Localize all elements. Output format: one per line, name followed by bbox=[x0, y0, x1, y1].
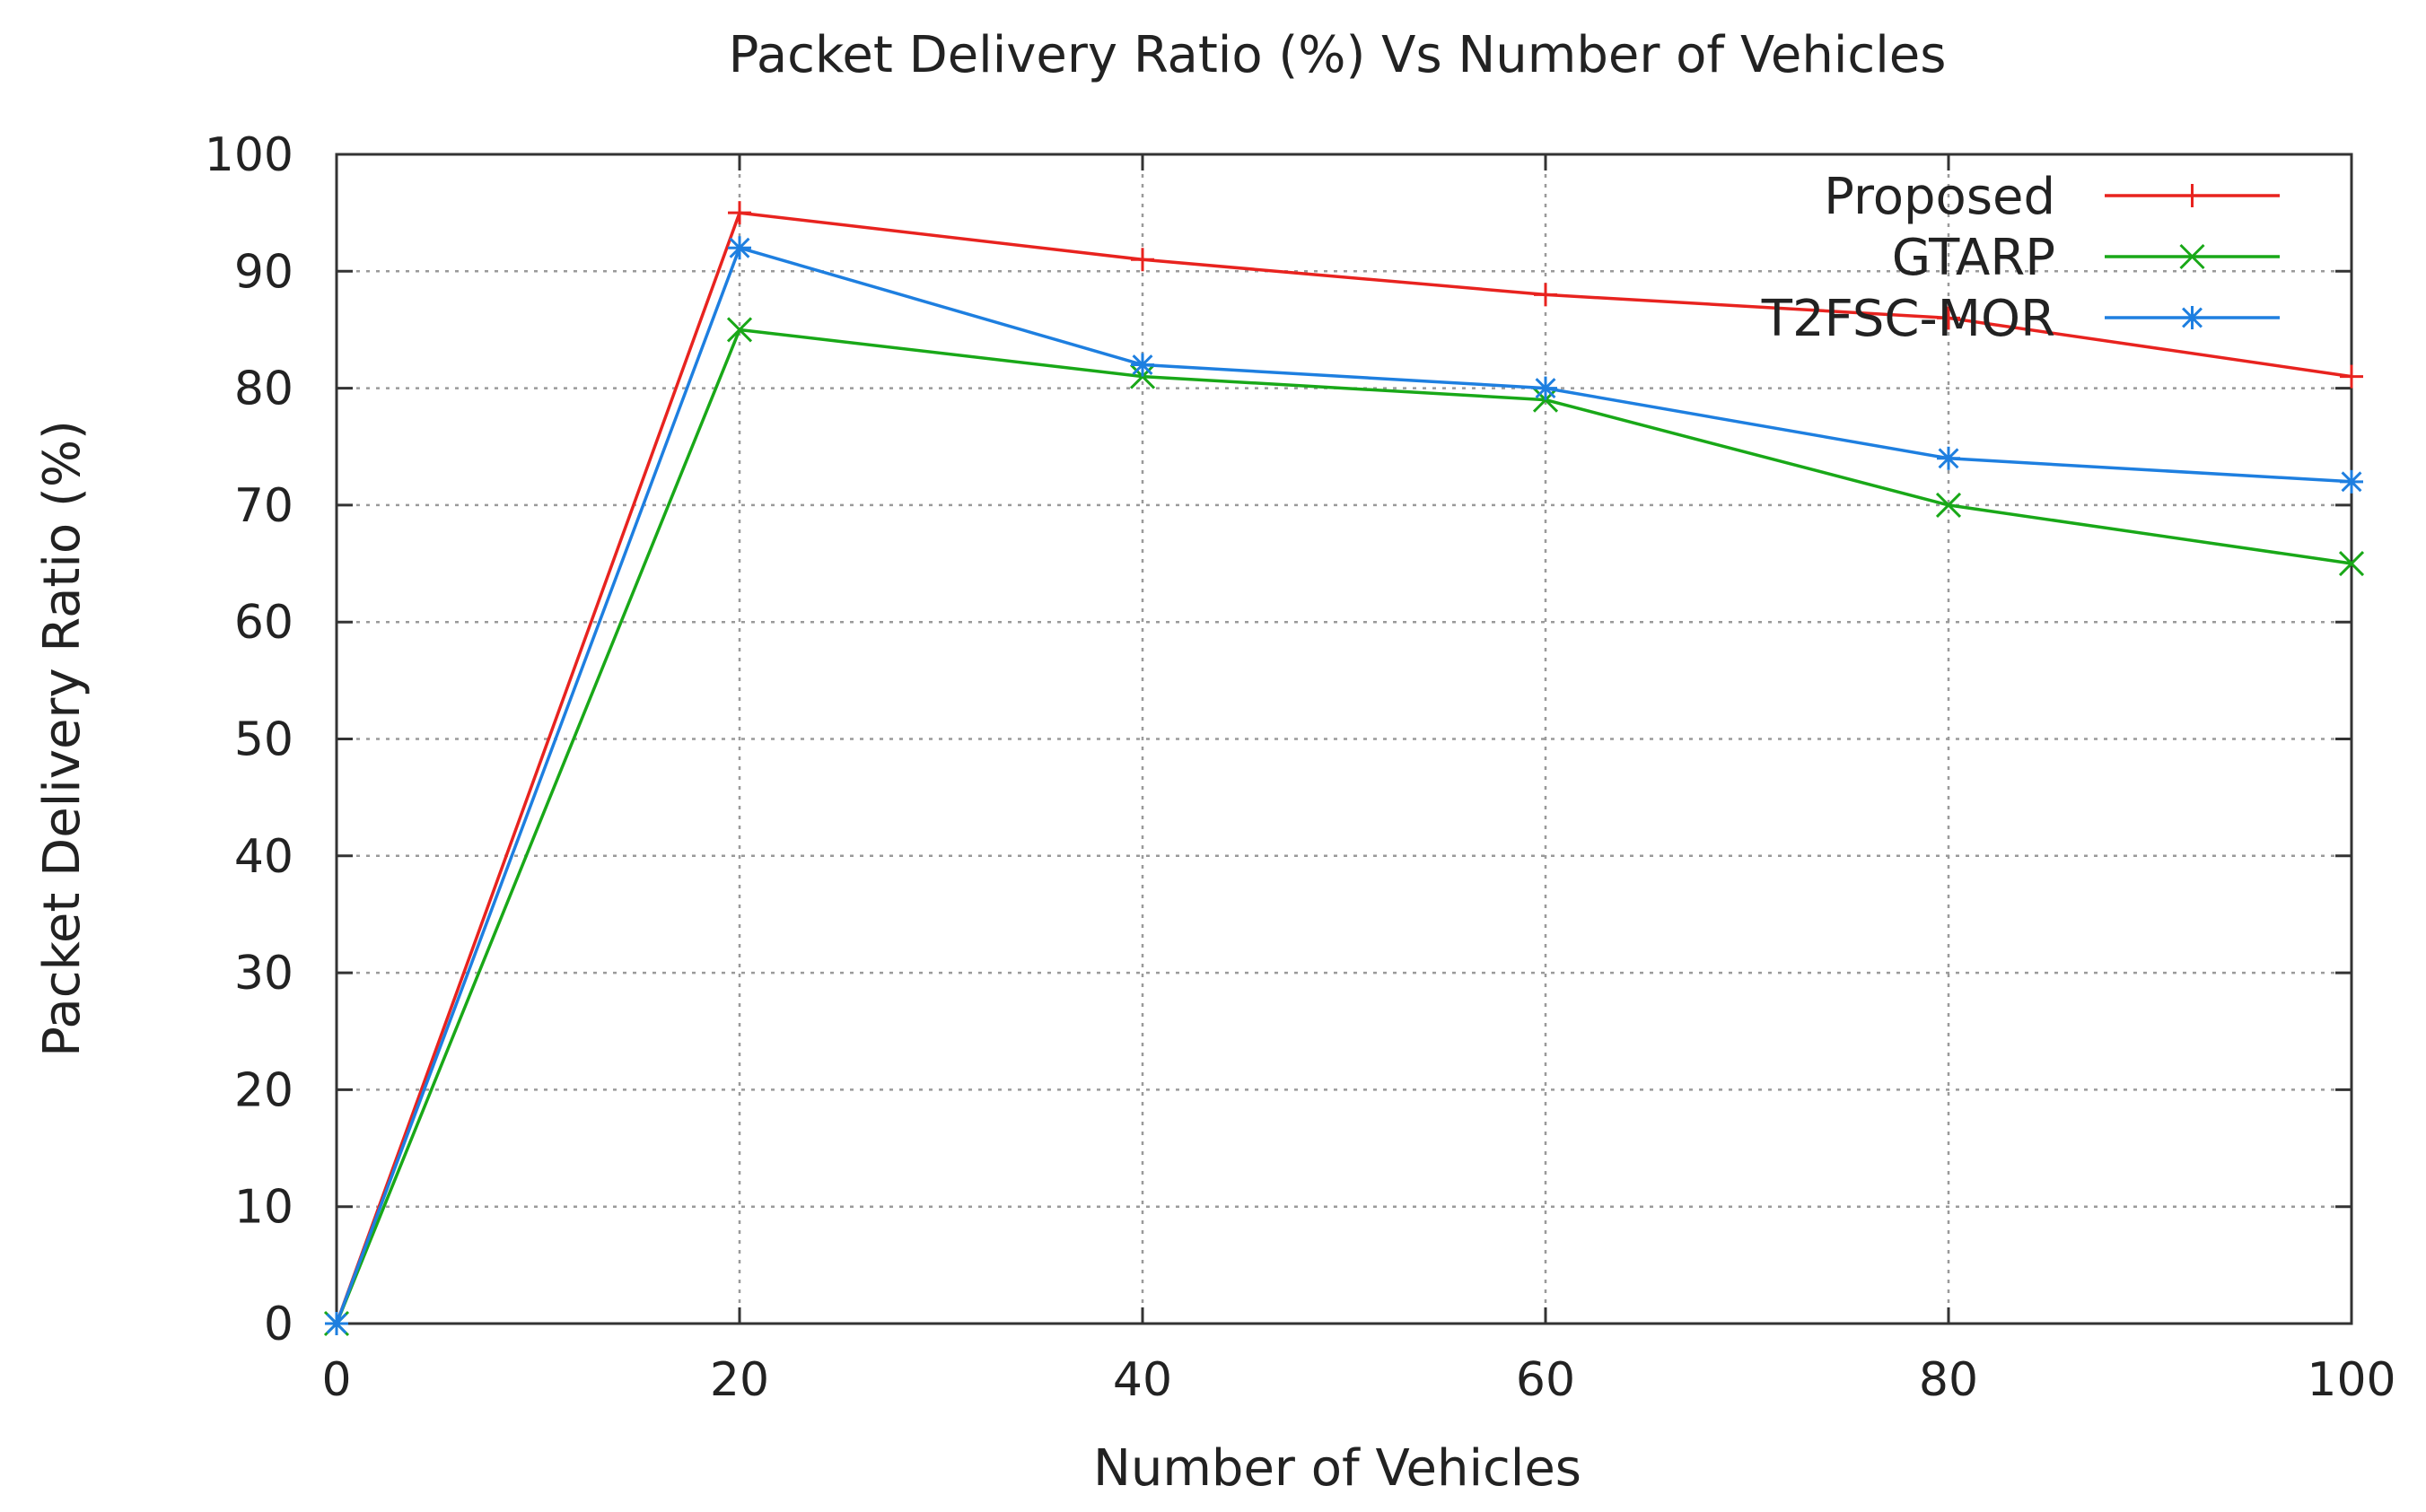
data-point bbox=[2340, 364, 2363, 389]
x-tick-label: 0 bbox=[321, 1353, 351, 1407]
legend-entry: T2FSC-MOR bbox=[1761, 290, 2280, 348]
y-tick-label: 60 bbox=[234, 596, 293, 650]
x-tick-label: 80 bbox=[1919, 1353, 1978, 1407]
x-tick-label: 40 bbox=[1113, 1353, 1172, 1407]
series-t2fsc-mor bbox=[325, 236, 2363, 1335]
series-line bbox=[335, 211, 2352, 1324]
y-axis-label: Packet Delivery Ratio (%) bbox=[33, 420, 92, 1057]
chart-title: Packet Delivery Ratio (%) Vs Number of V… bbox=[729, 26, 1947, 84]
data-point bbox=[1534, 376, 1557, 400]
x-tick-label: 20 bbox=[710, 1353, 769, 1407]
y-tick-label: 80 bbox=[234, 363, 293, 416]
axis-ticks: 0 10 20 30 40 50 60 70 80 90 100 0 20 40 60 80 100 bbox=[205, 128, 2396, 1407]
legend-label: T2FSC-MOR bbox=[1761, 290, 2055, 348]
series-line bbox=[335, 328, 2352, 1324]
legend-entry: GTARP bbox=[1892, 229, 2280, 287]
series-proposed bbox=[325, 201, 2363, 1335]
data-point bbox=[325, 1312, 348, 1335]
data-point bbox=[1937, 446, 1960, 470]
y-tick-label: 0 bbox=[264, 1298, 293, 1351]
data-point bbox=[1937, 306, 1960, 330]
legend-label: Proposed bbox=[1824, 168, 2055, 226]
legend-marker bbox=[2180, 306, 2204, 329]
data-point bbox=[726, 317, 753, 343]
data-point bbox=[1131, 248, 1154, 272]
y-tick-label: 40 bbox=[234, 830, 293, 884]
grid bbox=[337, 154, 2352, 1324]
legend-marker bbox=[2180, 184, 2204, 207]
data-point bbox=[1935, 492, 1962, 518]
y-tick-label: 70 bbox=[234, 479, 293, 533]
series-gtarp bbox=[323, 317, 2365, 1337]
y-tick-label: 50 bbox=[234, 713, 293, 767]
legend-entry: Proposed bbox=[1824, 168, 2280, 226]
x-tick-label: 60 bbox=[1516, 1353, 1575, 1407]
data-point bbox=[1129, 363, 1156, 389]
y-tick-label: 90 bbox=[234, 245, 293, 299]
data-point bbox=[1534, 283, 1557, 307]
data-point bbox=[2338, 550, 2365, 577]
legend-label: GTARP bbox=[1892, 229, 2055, 287]
series-line bbox=[335, 246, 2352, 1324]
x-tick-label: 100 bbox=[2307, 1353, 2395, 1407]
data-point bbox=[1131, 353, 1154, 377]
y-tick-label: 30 bbox=[234, 947, 293, 1001]
series-layer bbox=[323, 201, 2365, 1337]
data-point bbox=[728, 236, 751, 260]
y-tick-label: 20 bbox=[234, 1063, 293, 1117]
data-point bbox=[2340, 469, 2363, 494]
data-point bbox=[728, 201, 751, 225]
legend-marker bbox=[2179, 243, 2205, 270]
y-tick-label: 10 bbox=[234, 1181, 293, 1235]
y-tick-label: 100 bbox=[205, 128, 293, 182]
data-point bbox=[1532, 387, 1559, 413]
x-axis-label: Number of Vehicles bbox=[1093, 1439, 1581, 1498]
